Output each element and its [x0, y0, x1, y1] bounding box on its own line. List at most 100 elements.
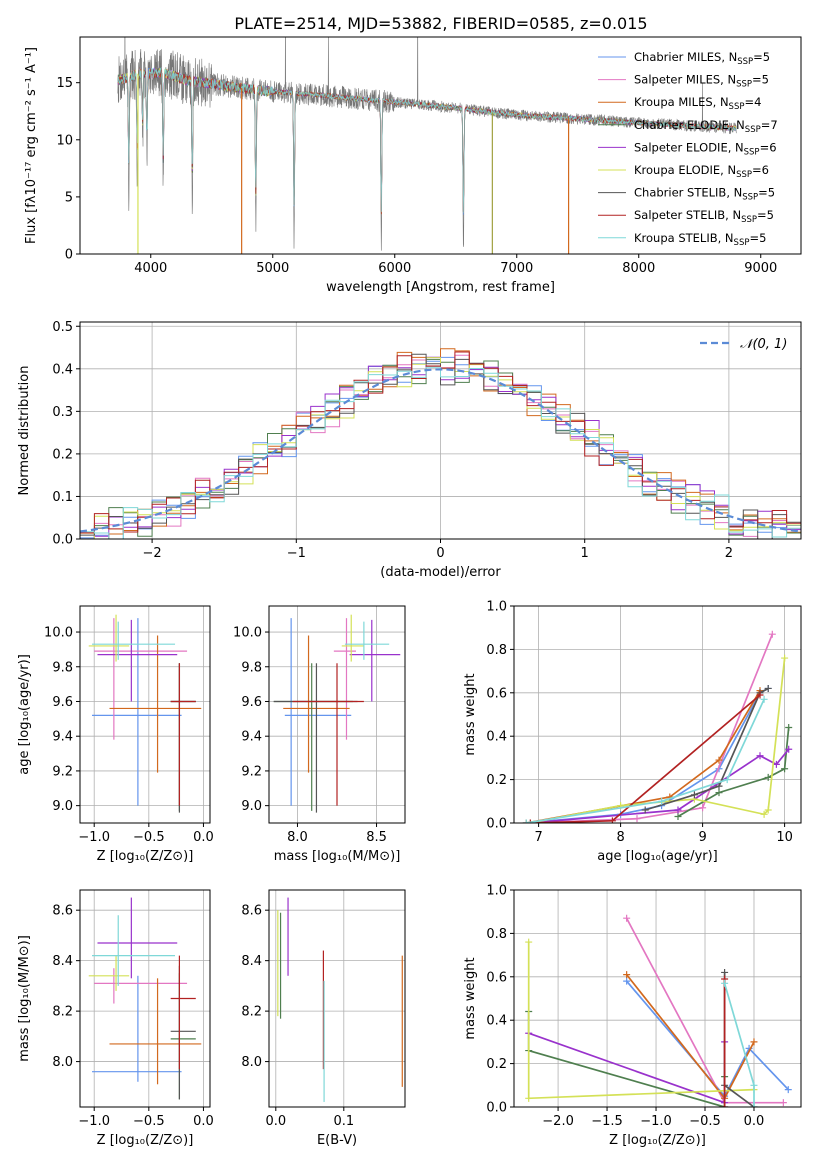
x-tick-label: 8.0	[287, 830, 308, 845]
legend-label: Kroupa ELODIE, NSSP=6	[634, 163, 769, 180]
mass_weight_vs_Z-frame	[513, 889, 802, 1108]
weight-point-marker	[525, 1094, 533, 1102]
x-tick-label: −1	[287, 546, 306, 561]
y-tick-label: 0.1	[52, 490, 73, 505]
weight-point-marker	[715, 789, 723, 797]
x-axis-label: Z [log₁₀(Z/Z⊙)]	[97, 849, 194, 864]
weight-point-marker	[750, 1081, 758, 1089]
y-tick-label: 8.4	[241, 954, 262, 969]
weight-point-marker	[764, 806, 772, 814]
y-tick-label: 9.8	[52, 660, 73, 675]
weight-point-marker	[623, 971, 631, 979]
y-tick-label: 0.0	[486, 1101, 507, 1116]
weight-point-marker	[781, 765, 789, 773]
x-tick-label: −1.0	[640, 1114, 672, 1129]
weight-series-line	[625, 980, 789, 1098]
weight-point-marker	[715, 782, 723, 790]
x-tick-label: 4000	[134, 261, 167, 276]
y-axis-label: mass weight	[463, 673, 478, 755]
weight-point-marker	[721, 979, 729, 987]
x-tick-label: −0.5	[133, 1114, 165, 1129]
x-tick-label: 9	[698, 830, 706, 845]
y-tick-label: 0.5	[52, 320, 73, 335]
age_vs_mass-panel: 8.0 8.5 9.0 9.2 9.4 9.6 9.8 10.0 mass [log₁₀(M/M…	[233, 605, 406, 864]
mass_weight_vs_Z-panel: −2.0 −1.5 −1.0 −0.5 0.0 0.0 0.2 0.4 0.6 0.8 1.0 Z […	[463, 884, 802, 1148]
weight-point-marker	[633, 815, 641, 823]
y-tick-label: 1.0	[486, 884, 507, 899]
y-axis-label: Normed distribution	[17, 366, 32, 496]
legend-label: Chabrier ELODIE, NSSP=7	[634, 118, 778, 135]
y-tick-label: 0.0	[486, 817, 507, 832]
figure-title: PLATE=2514, MJD=53882, FIBERID=0585, z=0…	[234, 14, 647, 33]
spectrum-frame	[79, 36, 802, 255]
normal-curve	[80, 368, 801, 533]
x-axis-label: wavelength [Angstrom, rest frame]	[326, 280, 555, 295]
x-tick-label: −2	[143, 546, 162, 561]
weight-point-marker	[772, 760, 780, 768]
y-tick-label: 0.2	[486, 1057, 507, 1072]
x-tick-label: 2	[725, 546, 733, 561]
x-tick-label: 1	[581, 546, 589, 561]
mass_weight_vs_Z-plot-area	[525, 914, 792, 1107]
mass_vs_Z-plot-area	[88, 897, 202, 1100]
y-tick-label: 9.6	[52, 695, 73, 710]
weight-point-marker	[721, 968, 729, 976]
x-axis-label: Z [log₁₀(Z/Z⊙)]	[97, 1133, 194, 1148]
spectrum-panel: 4000 5000 6000 7000 8000 9000 0 5 10 15 wavelength…	[24, 36, 802, 295]
y-axis-label: Flux [fλ10⁻¹⁷ erg cm⁻² s⁻¹ A⁻¹]	[24, 47, 39, 244]
weight-point-marker	[760, 810, 768, 818]
x-tick-label: −0.5	[133, 830, 165, 845]
x-axis-label: (data-model)/error	[380, 565, 501, 580]
y-tick-label: 8.6	[241, 904, 262, 919]
mass_vs_EBV-frame	[268, 889, 406, 1108]
mass_weight_vs_age-plot-area	[522, 630, 793, 823]
weight-point-marker	[781, 654, 789, 662]
weight-point-marker	[721, 1103, 729, 1107]
y-tick-label: 0.4	[52, 362, 73, 377]
weight-point-marker	[768, 630, 776, 638]
y-tick-label: 1.0	[486, 600, 507, 615]
legend-label: Kroupa STELIB, NSSP=5	[634, 231, 766, 248]
weight-point-marker	[764, 773, 772, 781]
y-axis-label: mass [log₁₀(M/M⊙)]	[17, 935, 32, 1062]
x-tick-label: 9000	[744, 261, 777, 276]
y-tick-label: 9.4	[52, 730, 73, 745]
y-tick-label: 9.0	[52, 799, 73, 814]
weight-point-marker	[641, 806, 649, 814]
x-tick-label: −1.0	[78, 830, 110, 845]
weight-point-marker	[756, 752, 764, 760]
x-tick-label: 6000	[378, 261, 411, 276]
legend-label: Chabrier STELIB, NSSP=5	[634, 186, 775, 203]
x-tick-label: 10	[776, 830, 793, 845]
y-tick-label: 8.6	[52, 904, 73, 919]
legend-label: Salpeter MILES, NSSP=5	[634, 73, 769, 90]
age_vs_mass-plot-area	[273, 614, 401, 813]
y-tick-label: 8.4	[52, 954, 73, 969]
y-tick-label: 9.6	[241, 695, 262, 710]
weight-point-marker	[715, 756, 723, 764]
x-tick-label: 5000	[256, 261, 289, 276]
spectrum-plot-area	[117, 37, 737, 254]
y-tick-label: 0	[65, 248, 73, 263]
weight-point-marker	[608, 817, 616, 823]
spectrum-legend: Chabrier MILES, NSSP=5 Salpeter MILES, NS…	[598, 50, 778, 248]
weight-point-marker	[785, 724, 793, 732]
y-tick-label: 0.8	[486, 643, 507, 658]
x-tick-label: −2.0	[542, 1114, 574, 1129]
x-tick-label: −0.5	[689, 1114, 721, 1129]
y-tick-label: 10	[56, 133, 73, 148]
y-tick-label: 8.2	[52, 1005, 73, 1020]
age_vs_Z-plot-area	[88, 614, 202, 813]
legend-label: Kroupa MILES, NSSP=4	[634, 95, 761, 112]
mass_vs_Z-frame	[79, 889, 211, 1108]
x-axis-label: age [log₁₀(age/yr)]	[597, 849, 718, 864]
y-tick-label: 0.4	[486, 1014, 507, 1029]
y-tick-label: 10.0	[44, 626, 73, 641]
mass_vs_EBV-panel: 0.0 0.1 8.0 8.2 8.4 8.6 E(B-V)	[241, 889, 406, 1148]
y-axis-label: mass weight	[463, 957, 478, 1039]
x-tick-label: 8000	[622, 261, 655, 276]
y-tick-label: 9.8	[241, 660, 262, 675]
weight-point-marker	[785, 745, 793, 753]
y-tick-label: 10.0	[233, 626, 262, 641]
